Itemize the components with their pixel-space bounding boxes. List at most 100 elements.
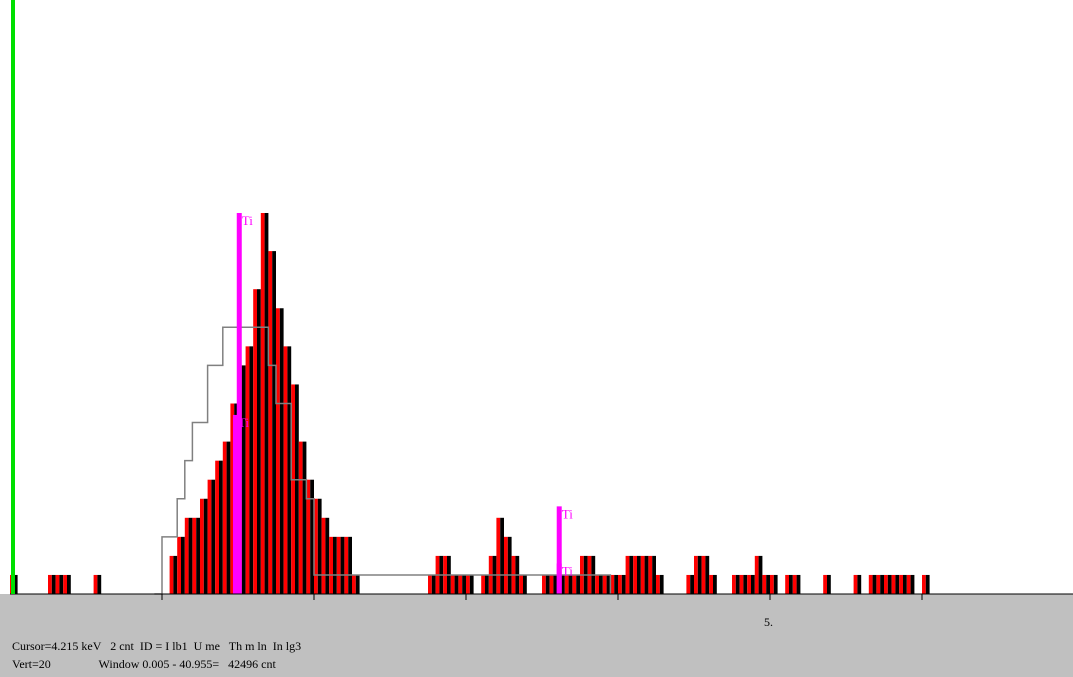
spectrum-bar-edge (485, 574, 489, 594)
spectrum-bar (640, 555, 645, 594)
spectrum-bar (633, 555, 637, 594)
spectrum-bar-edge (431, 574, 436, 594)
spectrum-bar-edge (576, 574, 580, 594)
spectrum-bar (63, 574, 67, 594)
spectrum-bar-edge (355, 574, 360, 594)
status-line-2: Vert=20 Window 0.005 - 40.955= 42496 cnt (12, 657, 276, 671)
spectrum-bar-edge (310, 479, 314, 594)
spectrum-bar-edge (317, 498, 322, 594)
spectrum-bar (230, 403, 235, 594)
spectrum-bar-edge (203, 498, 208, 594)
element-marker-label: Ti (562, 564, 573, 579)
spectrum-bar-edge (264, 213, 269, 594)
spectrum-bar-edge (500, 517, 504, 594)
spectrum-bar (466, 574, 470, 594)
spectrum-bar-edge (796, 574, 801, 594)
spectrum-bar (747, 574, 751, 594)
spectrum-bar-edge (614, 574, 618, 594)
spectrum-bar-edge (872, 574, 877, 594)
spectrum-bar (458, 574, 463, 594)
spectrum-bar-edge (67, 574, 71, 594)
spectrum-bar-edge (659, 574, 664, 594)
spectrum-bar (922, 574, 926, 594)
cursor-line[interactable] (11, 0, 15, 594)
spectrum-bar (306, 479, 311, 594)
spectrum-bar-edge (606, 574, 611, 594)
spectrum-bar (428, 574, 432, 594)
spectrum-bar-edge (507, 536, 512, 594)
spectrum-bar-edge (340, 536, 345, 594)
spectrum-bar-edge (705, 555, 710, 594)
spectrum-bar-edge (59, 574, 64, 594)
spectrum-bar-edge (751, 574, 755, 594)
x-tick-label: 5. (764, 615, 773, 629)
spectrum-bar (344, 536, 349, 594)
spectrum-bar (899, 574, 903, 594)
spectrum-bar-edge (226, 441, 231, 594)
spectrum-bar (169, 555, 174, 594)
spectrum-bar (876, 574, 881, 594)
spectrum-bar (329, 536, 333, 594)
element-marker-label: Ti (238, 415, 249, 430)
spectrum-bar (177, 536, 181, 594)
spectrum-bar (276, 308, 280, 594)
spectrum-bar (291, 384, 295, 594)
spectrum-bar-edge (789, 574, 793, 594)
spectrum-bar-edge (637, 555, 641, 594)
spectrum-bar-edge (880, 574, 884, 594)
spectrum-bar (754, 555, 759, 594)
spectrum-bar-edge (621, 574, 626, 594)
spectrum-bar (618, 574, 622, 594)
spectrum-bar (260, 213, 265, 594)
spectrum-bar-edge (735, 574, 740, 594)
spectrum-bar-edge (13, 574, 18, 594)
spectrum-bar (853, 574, 858, 594)
spectrum-bar (823, 574, 827, 594)
spectrum-bar-edge (348, 536, 352, 594)
spectrum-bar-edge (272, 251, 276, 594)
spectrum-bar (283, 346, 288, 594)
spectrum-bar-edge (196, 517, 200, 594)
spectrum-bar (709, 574, 713, 594)
spectrum-bar (184, 517, 189, 594)
spectrum-bar (481, 574, 485, 594)
spectrum-bar-edge (295, 384, 299, 594)
spectrum-bar-edge (910, 574, 915, 594)
spectrum-bar-edge (652, 555, 656, 594)
spectrum-bar-edge (629, 555, 634, 594)
plot-background (0, 0, 1073, 594)
spectrum-bar (314, 498, 318, 594)
spectrum-bar (298, 441, 303, 594)
spectrum-bar-edge (287, 346, 292, 594)
spectrum-bar-edge (211, 479, 216, 594)
spectrum-bar-edge (887, 574, 892, 594)
element-markers: Ti Ti Ti Ti (232, 213, 573, 594)
spectrum-bar (192, 517, 197, 594)
spectrum-bar (549, 574, 554, 594)
spectrum-bar-edge (697, 555, 702, 594)
spectrum-bar-edge (713, 574, 717, 594)
spectrum-bar (648, 555, 653, 594)
spectrum-bar-edge (97, 574, 102, 594)
spectrum-bar (602, 574, 607, 594)
spectrum-bar (450, 574, 455, 594)
spectrum-bar-edge (219, 460, 223, 594)
spectrum-bar (496, 517, 501, 594)
spectrum-bar (906, 574, 911, 594)
spectrum-bar-edge (545, 574, 550, 594)
spectrum-bar-edge (325, 517, 330, 594)
spectrum-bar (542, 574, 546, 594)
spectrum-bar (504, 536, 508, 594)
spectrum-bar (352, 574, 356, 594)
spectrum-bar (321, 517, 326, 594)
spectrum-bar (884, 574, 888, 594)
spectrum-bar (268, 251, 273, 594)
element-marker-label: Ti (242, 213, 253, 228)
overlay-outline (154, 326, 612, 595)
spectrum-bar-edge (51, 574, 56, 594)
spectrum-bar-edge (561, 574, 565, 594)
spectrum-bar-edge (241, 365, 246, 594)
spectrum-bar (694, 555, 698, 594)
spectrum-bar-edge (523, 574, 527, 594)
